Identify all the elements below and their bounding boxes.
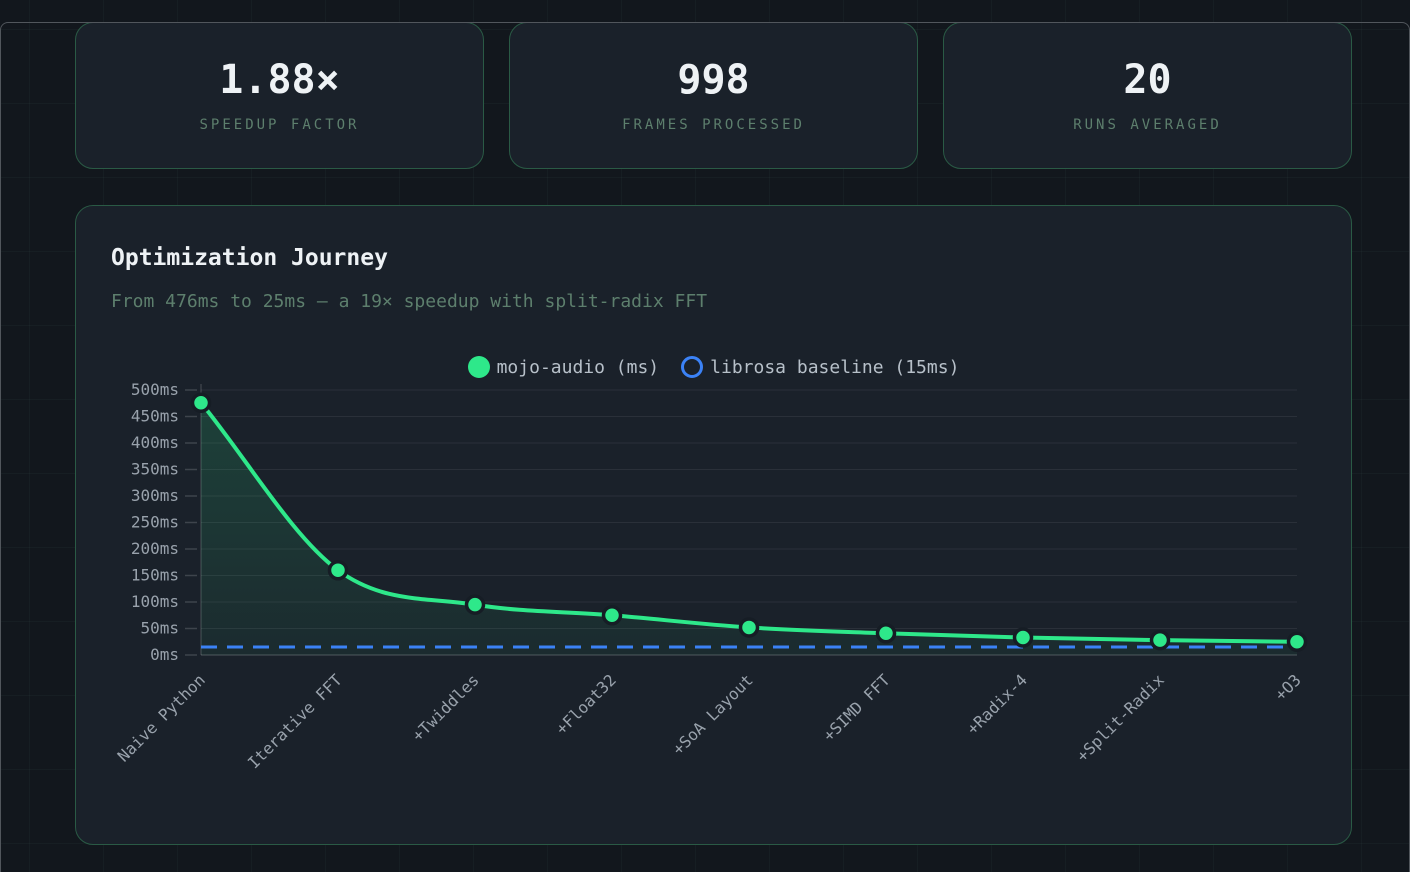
chart-legend: mojo-audio (ms) librosa baseline (15ms) [111, 356, 1316, 379]
y-tick-label: 50ms [140, 619, 179, 638]
legend-item-mojo-audio[interactable]: mojo-audio (ms) [467, 356, 660, 379]
data-point-0[interactable] [190, 392, 212, 414]
x-tick-label: +O3 [1271, 670, 1305, 704]
x-tick-label: +Twiddles [408, 670, 483, 745]
runs-value: 20 [1123, 56, 1172, 103]
x-tick-label: Iterative FFT [244, 670, 346, 772]
stat-card-runs: 20 RUNS AVERAGED [943, 22, 1352, 169]
x-tick-label: Naive Python [114, 670, 209, 765]
y-tick-label: 150ms [131, 566, 179, 585]
data-point-5[interactable] [875, 623, 897, 644]
y-tick-label: 200ms [131, 539, 179, 558]
stat-card-speedup: 1.88× SPEEDUP FACTOR [75, 22, 484, 169]
x-tick-label: +Float32 [552, 670, 620, 738]
legend-ring-icon [681, 356, 704, 379]
data-point-1[interactable] [327, 560, 349, 581]
frames-value: 998 [677, 56, 750, 103]
legend-dot-icon [467, 356, 490, 379]
chart-card: Optimization Journey From 476ms to 25ms … [75, 205, 1352, 845]
series-line [199, 400, 1299, 644]
y-tick-label: 250ms [131, 513, 179, 532]
y-tick-label: 100ms [131, 592, 179, 611]
x-tick-label: +Split-Radix [1073, 670, 1168, 765]
x-tick-label: +SoA Layout [668, 670, 756, 758]
data-point-4[interactable] [738, 617, 760, 638]
frames-label: FRAMES PROCESSED [622, 116, 805, 133]
speedup-label: SPEEDUP FACTOR [199, 116, 360, 133]
x-tick-label: +SIMD FFT [819, 670, 894, 745]
chart-title: Optimization Journey [111, 245, 388, 271]
optimization-chart: 0ms 50ms 100ms 150ms 200ms 250ms 300ms 350ms 400… [114, 382, 1308, 772]
stat-card-frames: 998 FRAMES PROCESSED [509, 22, 918, 169]
data-point-3[interactable] [601, 605, 623, 626]
data-point-7[interactable] [1149, 630, 1171, 651]
y-tick-label: 300ms [131, 486, 179, 505]
runs-label: RUNS AVERAGED [1073, 116, 1222, 133]
y-tick-label: 350ms [131, 460, 179, 479]
legend-item-librosa-baseline[interactable]: librosa baseline (15ms) [681, 356, 960, 379]
y-tick-label: 0ms [150, 645, 179, 664]
chart-subtitle: From 476ms to 25ms — a 19× speedup with … [111, 291, 708, 313]
area-fill [201, 402, 1297, 656]
data-point-6[interactable] [1012, 627, 1034, 648]
stats-row: 1.88× SPEEDUP FACTOR 998 FRAMES PROCESSE… [75, 22, 1352, 169]
x-tick-label: +Radix-4 [963, 670, 1031, 738]
y-tick-label: 450ms [131, 407, 179, 426]
legend-label-librosa-baseline: librosa baseline (15ms) [710, 356, 960, 378]
y-tick-label: 500ms [131, 382, 179, 399]
speedup-value: 1.88× [219, 56, 340, 103]
legend-label-mojo-audio: mojo-audio (ms) [496, 356, 660, 378]
y-tick-label: 400ms [131, 433, 179, 452]
data-point-8[interactable] [1286, 631, 1308, 653]
data-point-2[interactable] [464, 594, 486, 615]
